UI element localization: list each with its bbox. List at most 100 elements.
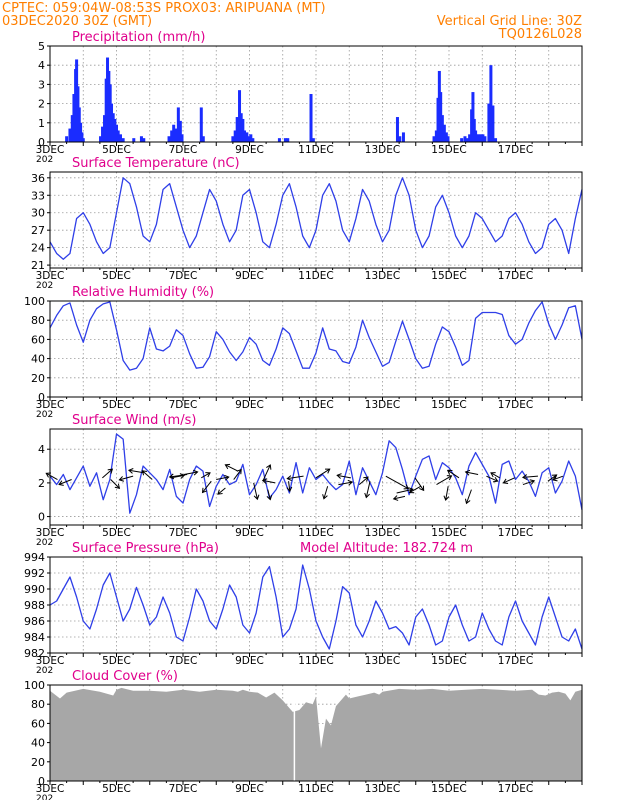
precip-bar bbox=[174, 128, 178, 142]
wind-vector-arrow bbox=[365, 481, 371, 498]
y-tick-label: 0 bbox=[38, 775, 45, 788]
wind-vector-arrow bbox=[119, 475, 134, 481]
wind-vector-arrow bbox=[522, 480, 535, 486]
precip-bar bbox=[178, 120, 182, 142]
wind-vector-arrow bbox=[490, 472, 500, 479]
wind-vector-arrow bbox=[445, 486, 449, 501]
wind-vector-arrow bbox=[447, 469, 460, 479]
y-tick-label: 33 bbox=[31, 189, 45, 202]
wind-vector-arrowhead bbox=[392, 495, 399, 501]
x-tick-label: 7DEC bbox=[169, 527, 198, 539]
wind-vector-arrow bbox=[288, 481, 291, 492]
x-tick-label: 15DEC bbox=[431, 270, 466, 282]
x-tick-label: 9DEC bbox=[235, 270, 264, 282]
x-year-fragment: 202 bbox=[36, 155, 53, 165]
y-tick-label: 992 bbox=[24, 567, 45, 580]
x-tick-label: 13DEC bbox=[365, 144, 400, 156]
y-tick-label: 40 bbox=[31, 353, 45, 366]
wind-vector-arrow bbox=[253, 482, 258, 500]
x-year-fragment: 202 bbox=[36, 666, 53, 676]
wind-vector-arrowhead bbox=[446, 475, 453, 481]
precip-bar bbox=[118, 134, 122, 142]
y-tick-label: 60 bbox=[31, 717, 45, 730]
wind-title: Surface Wind (m/s) bbox=[72, 413, 196, 428]
y-tick-label: 2 bbox=[38, 477, 45, 490]
precip-bar bbox=[65, 136, 69, 142]
x-tick-label: 13DEC bbox=[365, 399, 400, 411]
x-tick-label: 5DEC bbox=[102, 399, 131, 411]
wind-vector-arrow bbox=[414, 477, 425, 491]
wind-vector-arrowhead bbox=[236, 468, 242, 475]
y-tick-label: 80 bbox=[31, 698, 45, 711]
wind-vector-arrow bbox=[396, 488, 413, 494]
x-tick-label: 13DEC bbox=[365, 783, 400, 795]
y-tick-label: 984 bbox=[24, 631, 45, 644]
precip-bar bbox=[286, 138, 290, 142]
x-tick-label: 5DEC bbox=[102, 655, 131, 667]
x-year-fragment: 202 bbox=[36, 538, 53, 548]
wind-series-line bbox=[49, 433, 583, 514]
x-year-fragment: 202 bbox=[36, 281, 53, 291]
x-tick-label: 5DEC bbox=[102, 270, 131, 282]
precip-bar bbox=[434, 130, 438, 142]
x-tick-label: 3DEC bbox=[36, 399, 65, 411]
x-tick-label: 13DEC bbox=[365, 270, 400, 282]
y-tick-label: 27 bbox=[31, 224, 45, 237]
y-tick-label: 21 bbox=[31, 259, 45, 272]
wind-vector-arrowhead bbox=[464, 469, 471, 476]
x-tick-label: 9DEC bbox=[235, 144, 264, 156]
y-tick-label: 3 bbox=[38, 78, 45, 91]
y-tick-label: 994 bbox=[24, 551, 45, 564]
x-tick-label: 3DEC bbox=[36, 783, 65, 795]
x-tick-label: 3DEC bbox=[36, 655, 65, 667]
wind-vector-arrowhead bbox=[408, 488, 415, 494]
wind-vector-arrow bbox=[58, 479, 72, 485]
wind-vector-arrowhead bbox=[45, 472, 51, 478]
wind-vector-arrowhead bbox=[336, 473, 342, 479]
x-tick-label: 9DEC bbox=[235, 527, 264, 539]
wind-vector-arrowhead bbox=[286, 475, 292, 481]
wind-vector-arrowhead bbox=[325, 468, 331, 474]
precip-bar bbox=[487, 103, 491, 142]
wind-vector-arrowhead bbox=[551, 474, 558, 480]
header-grid-line-note: Vertical Grid Line: 30Z bbox=[437, 14, 582, 29]
wind-vector-arrow bbox=[110, 479, 120, 489]
precip-bar bbox=[439, 92, 443, 142]
precip-bar bbox=[176, 107, 180, 142]
x-tick-label: 9DEC bbox=[235, 655, 264, 667]
wind-vector-arrow bbox=[465, 489, 472, 504]
x-tick-label: 11DEC bbox=[298, 144, 333, 156]
precip-bar bbox=[245, 132, 249, 142]
y-tick-label: 20 bbox=[31, 756, 45, 769]
precip-bar bbox=[309, 94, 313, 142]
wind-vector-arrowhead bbox=[522, 474, 528, 481]
x-tick-label: 9DEC bbox=[235, 783, 264, 795]
wind-vector-arrow bbox=[409, 485, 421, 493]
temp-panel: 21 24 27 30 33 36 3DEC 5DEC 7DEC 9DEC 11DEC 13DEC 15… bbox=[31, 156, 583, 291]
x-tick-label: 3DEC bbox=[36, 144, 65, 156]
wind-vector-arrowhead bbox=[118, 476, 125, 482]
x-tick-label: 11DEC bbox=[298, 270, 333, 282]
precip-bar bbox=[311, 138, 315, 142]
x-tick-label: 17DEC bbox=[498, 783, 533, 795]
precip-bar bbox=[121, 138, 125, 142]
x-tick-label: 11DEC bbox=[298, 527, 333, 539]
y-tick-label: 986 bbox=[24, 615, 45, 628]
x-tick-label: 15DEC bbox=[431, 144, 466, 156]
wind-vector-arrowhead bbox=[446, 469, 453, 475]
wind-vector-arrow bbox=[202, 480, 212, 493]
y-tick-label: 1 bbox=[38, 117, 45, 130]
x-tick-label: 5DEC bbox=[102, 144, 131, 156]
precip-bar bbox=[116, 130, 120, 142]
precip-bar bbox=[398, 136, 402, 142]
y-tick-label: 100 bbox=[24, 295, 45, 308]
precip-bar bbox=[494, 138, 498, 142]
precip-bar bbox=[233, 130, 237, 142]
wind-vector-arrowhead bbox=[347, 479, 354, 486]
precip-bar bbox=[444, 132, 448, 142]
wind-vector-arrowhead bbox=[107, 468, 114, 474]
precip-bar bbox=[489, 65, 493, 142]
wind-vector-arrow bbox=[358, 476, 369, 485]
precip-bar bbox=[251, 138, 255, 142]
